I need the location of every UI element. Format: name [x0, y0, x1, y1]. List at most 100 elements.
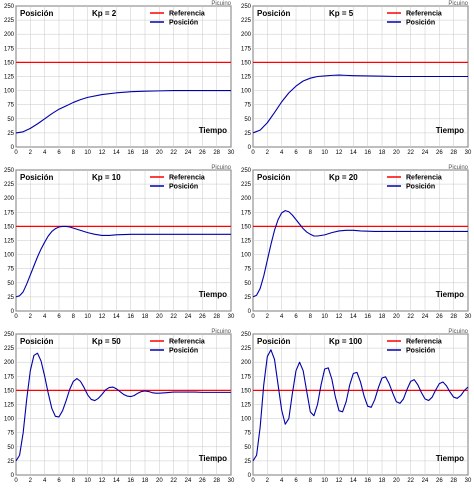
x-tick-label: 24 — [422, 478, 429, 484]
watermark: Picuino — [448, 1, 468, 7]
y-tick-label: 150 — [241, 60, 252, 66]
y-tick-label: 200 — [4, 32, 15, 38]
legend-entry: Posición — [406, 348, 435, 355]
x-tick-label: 10 — [84, 478, 91, 484]
y-tick-label: 225 — [241, 182, 252, 188]
y-tick-label: 175 — [241, 374, 252, 380]
y-tick-label: 75 — [244, 431, 251, 437]
x-tick-label: 6 — [294, 314, 298, 320]
x-tick-label: 16 — [127, 478, 134, 484]
x-tick-label: 30 — [465, 478, 472, 484]
x-tick-label: 30 — [228, 150, 235, 156]
x-tick-label: 22 — [407, 314, 414, 320]
x-tick-label: 30 — [465, 150, 472, 156]
y-tick-label: 150 — [241, 388, 252, 394]
x-tick-label: 28 — [213, 150, 220, 156]
y-tick-label: 225 — [4, 18, 15, 24]
x-tick-label: 6 — [294, 478, 298, 484]
y-tick-label: 200 — [4, 360, 15, 366]
position-line — [15, 225, 231, 298]
x-tick-label: 6 — [294, 150, 298, 156]
x-tick-label: 0 — [14, 478, 18, 484]
chart-title: Posición — [257, 173, 290, 182]
x-tick-label: 2 — [266, 150, 270, 156]
x-tick-label: 24 — [422, 150, 429, 156]
y-tick-label: 75 — [244, 103, 251, 109]
x-tick-label: 18 — [379, 150, 386, 156]
x-tick-label: 24 — [185, 478, 192, 484]
chart-panel: 0 25 50 75 100 125 150 175 200 225 250 0 2 4 6 8 10 12 14 1… — [237, 0, 474, 163]
y-tick-label: 75 — [7, 431, 14, 437]
chart-panel: 0 25 50 75 100 125 150 175 200 225 250 0 2 4 6 8 10 12 14 1… — [0, 328, 237, 491]
x-tick-label: 18 — [142, 150, 149, 156]
x-tick-label: 22 — [407, 150, 414, 156]
x-tick-label: 14 — [350, 150, 357, 156]
x-tick-label: 10 — [84, 314, 91, 320]
x-tick-label: 8 — [309, 314, 313, 320]
x-tick-label: 22 — [170, 478, 177, 484]
legend-entry: Posición — [169, 184, 198, 191]
x-tick-label: 16 — [364, 314, 371, 320]
chart-panel: 0 25 50 75 100 125 150 175 200 225 250 0 2 4 6 8 10 12 14 1… — [237, 328, 474, 491]
x-tick-label: 20 — [393, 478, 400, 484]
y-tick-label: 100 — [4, 253, 15, 259]
watermark: Picuino — [448, 165, 468, 171]
x-tick-label: 20 — [156, 478, 163, 484]
y-tick-label: 75 — [7, 267, 14, 273]
legend-entry: Posición — [169, 20, 198, 27]
x-tick-label: 8 — [309, 150, 313, 156]
y-tick-label: 150 — [4, 224, 15, 230]
gain-label: Kp = 10 — [92, 173, 121, 182]
y-tick-label: 125 — [4, 403, 15, 409]
y-tick-label: 225 — [241, 18, 252, 24]
x-tick-label: 0 — [14, 150, 18, 156]
y-tick-label: 225 — [4, 182, 15, 188]
x-tick-label: 2 — [29, 314, 33, 320]
y-tick-label: 50 — [244, 445, 251, 451]
x-tick-label: 28 — [450, 478, 457, 484]
x-tick-label: 2 — [29, 478, 33, 484]
x-tick-label: 26 — [199, 314, 206, 320]
y-tick-label: 0 — [11, 473, 15, 479]
y-tick-label: 125 — [4, 75, 15, 81]
x-tick-label: 8 — [309, 478, 313, 484]
y-tick-label: 50 — [7, 281, 14, 287]
y-tick-label: 200 — [241, 32, 252, 38]
position-line — [15, 352, 231, 462]
y-tick-label: 25 — [244, 295, 251, 301]
x-tick-label: 6 — [57, 150, 61, 156]
y-tick-label: 25 — [7, 131, 14, 137]
position-line — [15, 90, 231, 134]
x-tick-label: 14 — [113, 150, 120, 156]
x-tick-label: 20 — [393, 314, 400, 320]
x-tick-label: 26 — [436, 150, 443, 156]
x-tick-label: 30 — [228, 314, 235, 320]
y-tick-label: 175 — [241, 46, 252, 52]
x-tick-label: 4 — [280, 478, 284, 484]
y-tick-label: 225 — [241, 346, 252, 352]
y-tick-label: 75 — [7, 103, 14, 109]
x-tick-label: 14 — [113, 314, 120, 320]
y-tick-label: 0 — [248, 145, 252, 151]
x-tick-label: 4 — [280, 150, 284, 156]
x-tick-label: 22 — [170, 314, 177, 320]
y-tick-label: 250 — [241, 168, 252, 174]
x-axis-label: Tiempo — [436, 290, 464, 299]
x-tick-label: 26 — [199, 150, 206, 156]
legend-entry: Posición — [169, 348, 198, 355]
position-line — [252, 74, 468, 134]
x-tick-label: 10 — [321, 150, 328, 156]
y-tick-label: 0 — [11, 145, 15, 151]
x-tick-label: 20 — [156, 314, 163, 320]
chart-title: Posición — [20, 9, 53, 18]
x-tick-label: 16 — [127, 314, 134, 320]
x-tick-label: 2 — [266, 314, 270, 320]
y-tick-label: 25 — [7, 459, 14, 465]
x-tick-label: 6 — [57, 478, 61, 484]
